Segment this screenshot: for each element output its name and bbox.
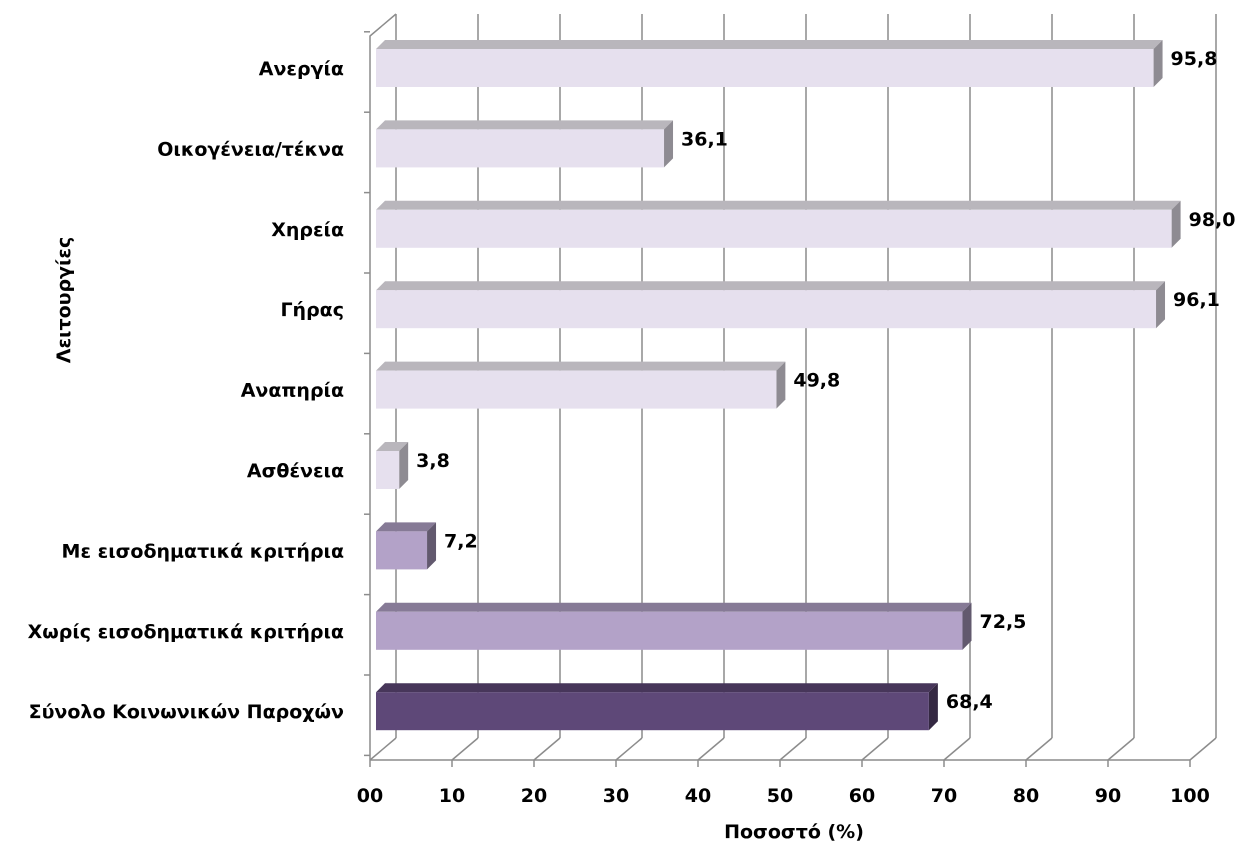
side-wall xyxy=(369,13,397,760)
x-tick-label: 100 xyxy=(1170,785,1210,807)
y-axis-title: Λειτουργίες xyxy=(53,237,75,363)
bar-4 xyxy=(376,281,1166,329)
bar-side-face xyxy=(776,361,786,409)
bar-top-face xyxy=(376,522,437,532)
category-label: Οικογένεια/τέκνα xyxy=(157,138,344,160)
x-tick-label: 60 xyxy=(849,785,875,807)
x-tick-label: 40 xyxy=(685,785,711,807)
bar-front-face xyxy=(376,209,1172,248)
bar-9 xyxy=(376,683,938,731)
x-tick-label: 70 xyxy=(931,785,957,807)
category-label: Ασθένεια xyxy=(247,460,344,482)
bar-side-face xyxy=(664,120,674,168)
floor-line-40 xyxy=(697,737,725,761)
category-label: Γήρας xyxy=(280,299,344,321)
data-label: 98,0 xyxy=(1189,209,1236,231)
bar-front-face xyxy=(376,129,665,168)
bar-top-face xyxy=(376,120,674,130)
bar-front-face xyxy=(376,531,428,570)
bar-front-face xyxy=(376,49,1154,87)
bar-2 xyxy=(376,120,674,168)
floor-line-50 xyxy=(779,737,807,761)
bar-side-face xyxy=(1171,200,1181,248)
bar-top-face xyxy=(376,602,972,612)
category-label: Σύνολο Κοινωνικών Παροχών xyxy=(29,701,344,723)
bar-8 xyxy=(376,602,972,650)
floor-line-60 xyxy=(861,737,889,761)
bar-front-face xyxy=(376,611,963,650)
bar-front-face xyxy=(376,692,929,731)
x-tick-label: 00 xyxy=(357,785,383,807)
data-label: 95,8 xyxy=(1171,48,1218,70)
bar-top-face xyxy=(376,683,938,693)
bar-6 xyxy=(376,442,409,489)
bar-side-face xyxy=(928,683,938,731)
category-label: Αναπηρία xyxy=(241,380,344,402)
data-label: 36,1 xyxy=(681,128,728,150)
x-tick-label: 10 xyxy=(439,785,465,807)
floor-line-70 xyxy=(943,737,971,761)
x-tick-label: 50 xyxy=(767,785,793,807)
data-label: 49,8 xyxy=(793,370,840,392)
bar-7 xyxy=(376,522,437,570)
bar-side-face xyxy=(1156,281,1166,329)
floor-line-100 xyxy=(1189,737,1217,761)
floor-line-10 xyxy=(451,737,479,761)
bar-top-face xyxy=(376,40,1163,49)
bar-top-face xyxy=(376,361,786,371)
category-label: Χωρίς εισοδηματικά κριτήρια xyxy=(28,621,344,643)
bar-front-face xyxy=(376,370,777,409)
bars xyxy=(376,40,1181,731)
data-label: 7,2 xyxy=(444,530,478,552)
bar-top-face xyxy=(376,200,1181,210)
category-label: Με εισοδηματικά κριτήρια xyxy=(62,540,344,562)
bar-side-face xyxy=(427,522,437,570)
floor-line-80 xyxy=(1025,737,1053,761)
bar-top-face xyxy=(376,442,409,451)
bar-side-face xyxy=(1153,40,1163,87)
category-label: Χηρεία xyxy=(271,219,344,241)
data-label: 68,4 xyxy=(946,691,993,713)
floor-line-30 xyxy=(615,737,643,761)
floor-line-90 xyxy=(1107,737,1135,761)
bar-3 xyxy=(376,200,1181,248)
x-tick-label: 20 xyxy=(521,785,547,807)
x-axis-title: Ποσοστό (%) xyxy=(724,821,864,843)
floor-line-20 xyxy=(533,737,561,761)
data-label: 3,8 xyxy=(416,450,450,472)
labels: 00 10 20 30 40 50 60 70 80 90 100 95,8 Ανεργία 36,1 Οι… xyxy=(28,48,1236,807)
data-label: 96,1 xyxy=(1173,289,1220,311)
x-tick-label: 80 xyxy=(1013,785,1039,807)
floor-line-00 xyxy=(369,737,397,761)
bar-1 xyxy=(376,40,1163,87)
bar-front-face xyxy=(376,290,1157,329)
bar-front-face xyxy=(376,451,400,489)
bar-top-face xyxy=(376,281,1166,291)
data-label: 72,5 xyxy=(980,611,1027,633)
bar-side-face xyxy=(399,442,409,489)
x-tick-label: 90 xyxy=(1095,785,1121,807)
category-label: Ανεργία xyxy=(259,58,344,80)
bar-side-face xyxy=(962,602,972,650)
x-tick-label: 30 xyxy=(603,785,629,807)
bar-5 xyxy=(376,361,786,409)
